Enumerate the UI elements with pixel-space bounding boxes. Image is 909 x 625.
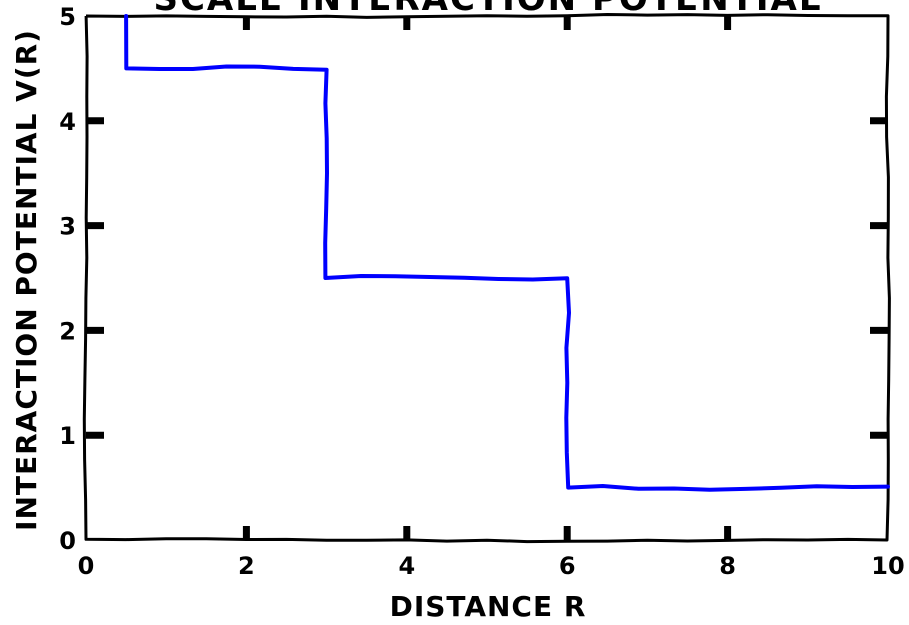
- y-tick-label: 4: [59, 108, 76, 136]
- x-axis-ticks: 0 2 4 6 8 10: [78, 16, 905, 580]
- x-tick-label: 4: [398, 552, 415, 580]
- plot-area: [82, 13, 891, 544]
- y-axis-ticks: 0 1 2 3 4 5: [59, 3, 888, 555]
- series-line-0: [124, 14, 890, 492]
- y-tick-label: 3: [59, 213, 76, 241]
- x-tick-label: 8: [719, 552, 736, 580]
- x-tick-label: 2: [238, 552, 255, 580]
- y-tick-label: 2: [59, 317, 76, 345]
- x-tick-label: 6: [559, 552, 576, 580]
- x-axis-label: Distance r: [390, 590, 587, 623]
- x-tick-label: 0: [78, 552, 95, 580]
- y-tick-label: 0: [59, 527, 76, 555]
- y-tick-label: 1: [59, 422, 76, 450]
- plot-frame: [82, 13, 891, 544]
- chart-title: Scale Interaction Potential: [153, 0, 822, 19]
- y-tick-label: 5: [59, 3, 76, 31]
- y-axis-label: Interaction Potential V(r): [10, 29, 43, 531]
- x-tick-label: 10: [871, 552, 904, 580]
